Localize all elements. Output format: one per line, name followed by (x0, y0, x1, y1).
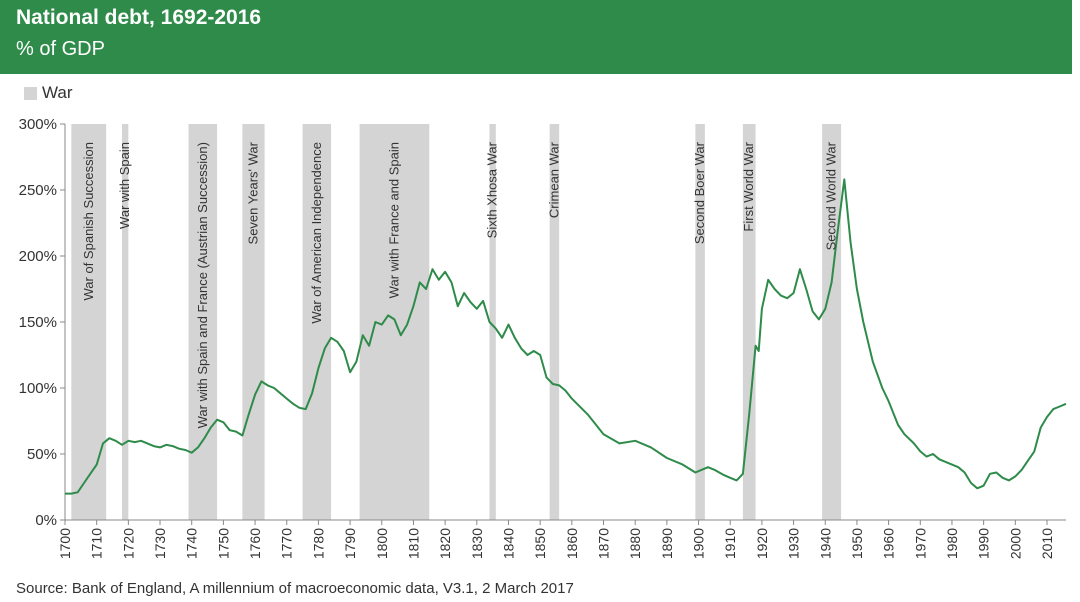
war-band-3 (242, 124, 265, 520)
x-tick-label: 1960 (881, 528, 897, 559)
legend: War (24, 82, 73, 104)
x-tick-label: 1940 (817, 528, 833, 559)
x-tick-label: 1930 (786, 528, 802, 559)
x-tick-label: 1850 (532, 528, 548, 559)
chart-subtitle: % of GDP (16, 38, 105, 60)
war-band-6 (489, 124, 496, 520)
war-label-3: Seven Years' War (245, 141, 260, 244)
x-tick-label: 2010 (1039, 528, 1055, 559)
x-tick-label: 1730 (152, 528, 168, 559)
x-tick-label: 1790 (342, 528, 358, 559)
chart-title: National debt, 1692-2016 (16, 6, 262, 29)
war-band-9 (742, 124, 756, 520)
war-band-7 (549, 124, 560, 520)
x-tick-label: 1890 (659, 528, 675, 559)
war-band-8 (695, 124, 705, 520)
x-tick-label: 2000 (1007, 528, 1023, 559)
legend-swatch-war (24, 86, 37, 100)
legend-label-war: War (42, 83, 73, 102)
war-label-5: War with France and Spain (386, 142, 401, 298)
x-tick-label: 1980 (944, 528, 960, 559)
war-label-4: War of American Independence (309, 142, 324, 324)
line-chart: 0% 50% 100% 150% 200% 250% 300% 1700 1710 1720 173… (19, 116, 1067, 559)
war-label-9: First World War (741, 141, 756, 231)
x-tick-label: 1910 (722, 528, 738, 559)
x-tick-label: 1700 (57, 528, 73, 559)
x-tick-label: 1990 (976, 528, 992, 559)
x-tick-label: 1900 (691, 528, 707, 559)
x-tick-label: 1780 (310, 528, 326, 559)
y-tick-label: 300% (19, 116, 57, 133)
source-note: Source: Bank of England, A millennium of… (16, 580, 574, 597)
war-band-10 (822, 124, 842, 520)
war-label-2: War with Spain and France (Austrian Succ… (195, 142, 210, 428)
x-tick-label: 1820 (437, 528, 453, 559)
war-label-6: Sixth Xhosa War (485, 141, 500, 238)
x-tick-label: 1710 (89, 528, 105, 559)
war-band-2 (188, 124, 218, 520)
y-tick-label: 0% (35, 512, 57, 529)
x-tick-label: 1800 (374, 528, 390, 559)
chart-header: National debt, 1692-2016 % of GDP (0, 0, 1072, 74)
y-tick-label: 50% (27, 446, 57, 463)
y-tick-label: 250% (19, 182, 57, 199)
x-tick-label: 1830 (469, 528, 485, 559)
x-tick-label: 1840 (500, 528, 516, 559)
x-tick-label: 1860 (564, 528, 580, 559)
war-label-7: Crimean War (546, 141, 561, 218)
war-label-8: Second Boer War (692, 141, 707, 244)
x-tick-label: 1750 (215, 528, 231, 559)
x-tick-label: 1720 (120, 528, 136, 559)
x-tick-label: 1920 (754, 528, 770, 559)
x-tick-label: 1810 (405, 528, 421, 559)
x-tick-label: 1870 (596, 528, 612, 559)
y-tick-label: 100% (19, 380, 57, 397)
x-tick-label: 1740 (184, 528, 200, 559)
x-tick-label: 1950 (849, 528, 865, 559)
y-tick-label: 150% (19, 314, 57, 331)
war-label-10: Second World War (824, 141, 839, 250)
series-line-debt (65, 178, 1067, 495)
war-band-4 (302, 124, 332, 520)
y-tick-label: 200% (19, 248, 57, 265)
x-tick-label: 1760 (247, 528, 263, 559)
x-tick-label: 1880 (627, 528, 643, 559)
x-tick-label: 1970 (912, 528, 928, 559)
war-label-0: War of Spanish Succession (81, 142, 96, 300)
x-tick-label: 1770 (279, 528, 295, 559)
war-label-1: War with Spain (117, 142, 132, 229)
war-band-1 (122, 124, 129, 520)
